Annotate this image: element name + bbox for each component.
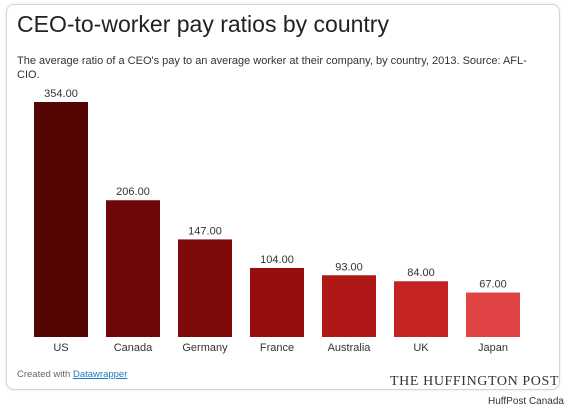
category-label-us: US [53,342,68,354]
bar-japan [466,292,520,337]
category-label-uk: UK [413,342,429,354]
category-label-canada: Canada [114,342,153,354]
chart-title: CEO-to-worker pay ratios by country [17,11,389,37]
category-label-france: France [260,342,294,354]
data-label-germany: 147.00 [188,225,222,237]
data-label-us: 354.00 [44,88,78,100]
bar-france [250,267,304,337]
category-label-japan: Japan [478,342,508,354]
bar-australia [322,275,376,337]
chart-subtitle: The average ratio of a CEO's pay to an a… [17,55,527,81]
data-label-japan: 67.00 [479,279,507,291]
category-label-australia: Australia [328,342,372,354]
data-label-france: 104.00 [260,254,294,266]
credit-line: Created with Datawrapper [17,369,127,380]
footer-source: HuffPost Canada [488,396,564,407]
data-label-australia: 93.00 [335,261,363,273]
bar-germany [178,239,232,337]
bar-uk [394,281,448,337]
datawrapper-link[interactable]: Datawrapper [72,369,128,380]
credit-prefix: Created with [17,369,73,380]
data-label-uk: 84.00 [407,267,435,279]
data-label-canada: 206.00 [116,186,150,198]
bar-canada [106,200,160,337]
category-label-germany: Germany [182,342,228,354]
huffington-post-logo: THE HUFFINGTON POST [390,374,560,389]
bar-us [34,102,88,337]
